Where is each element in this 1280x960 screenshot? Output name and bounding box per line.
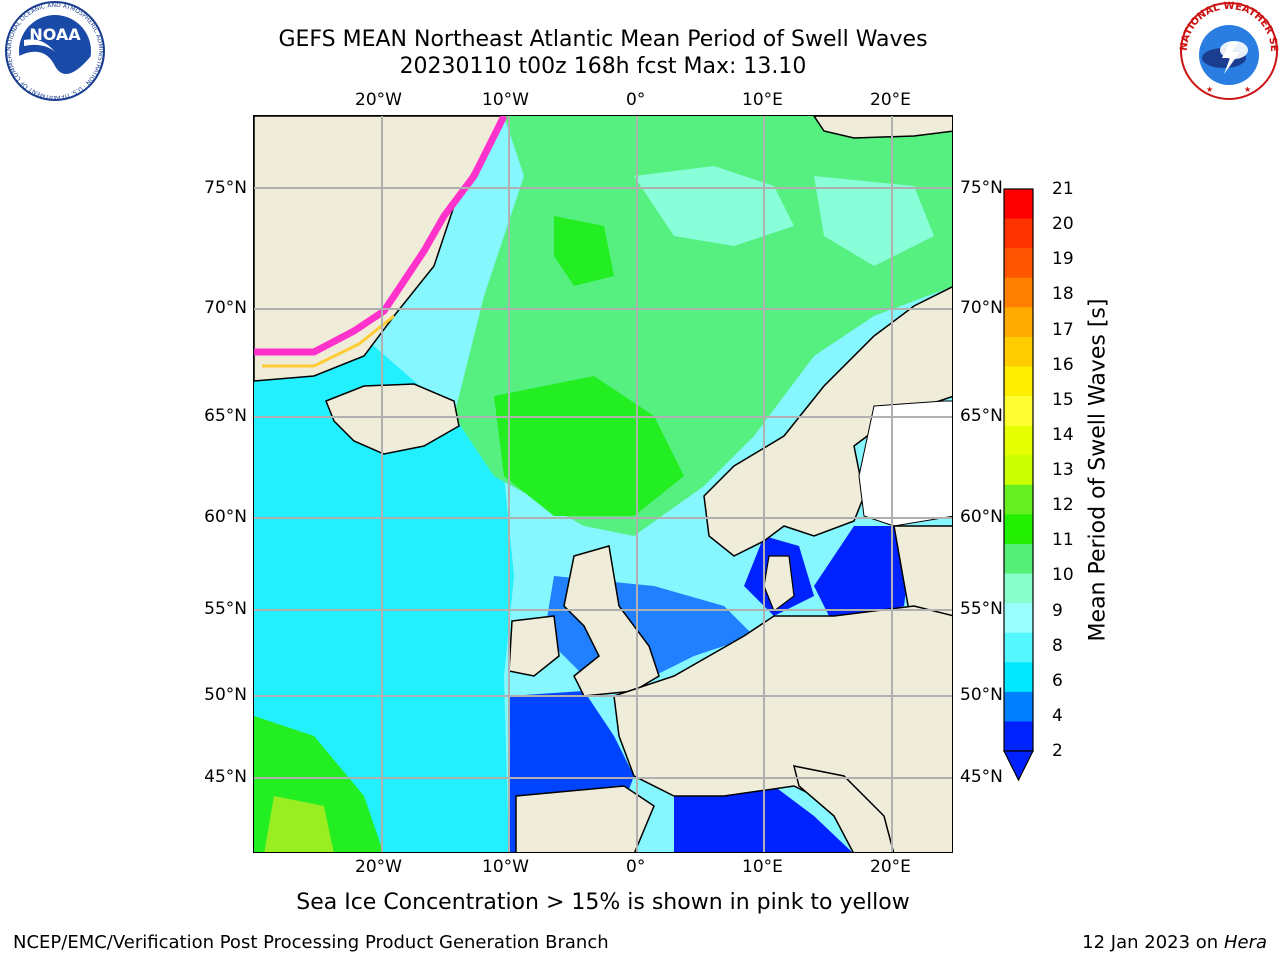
land-europe (613, 605, 952, 852)
lat-label-right: 65°N (960, 406, 1003, 426)
colorbar-tick-label: 20 (1052, 214, 1074, 235)
swell-band-2-4 (674, 786, 852, 852)
colorbar-cell (1004, 691, 1033, 722)
host-name: Hera (1223, 932, 1267, 953)
colorbar-extend-arrow (1003, 750, 1034, 782)
colorbar-tick-label: 15 (1052, 389, 1074, 410)
colorbar-tick-label: 21 (1052, 179, 1074, 199)
noaa-wordmark: NOAA (29, 25, 81, 44)
colorbar-cell (1004, 662, 1033, 693)
lon-label-bottom: 20°W (355, 857, 402, 877)
colorbar-label: Mean Period of Swell Waves [s] (1085, 298, 1111, 642)
lat-label-right: 60°N (960, 507, 1003, 527)
colorbar-tick-label: 4 (1052, 705, 1063, 726)
lat-label-left: 50°N (204, 685, 247, 705)
colorbar-tick-label: 12 (1052, 495, 1074, 516)
nws-logo: NATIONAL WEATHER SERVICE ★ ★ (1178, 0, 1279, 100)
lat-label-right: 75°N (960, 178, 1003, 198)
colorbar-tick-label: 13 (1052, 460, 1074, 480)
chart-title: GEFS MEAN Northeast Atlantic Mean Period… (278, 27, 928, 52)
graticule (254, 116, 952, 852)
sea-ice-edge (262, 314, 395, 368)
colorbar-cell (1004, 721, 1033, 752)
colorbar-tick-label: 6 (1052, 670, 1063, 691)
lon-label-top: 10°E (742, 90, 783, 110)
colorbar-cell (1004, 366, 1033, 397)
date-value: 12 Jan 2023 on (1082, 932, 1224, 953)
lon-label-top: 20°W (355, 90, 402, 110)
colorbar-cell (1004, 573, 1033, 604)
lon-label-bottom: 0° (626, 857, 646, 877)
lat-label-left: 65°N (204, 406, 247, 426)
lon-label-bottom: 10°E (742, 857, 783, 877)
colorbar-tick-label: 14 (1052, 424, 1074, 445)
colorbar-cell (1004, 603, 1033, 634)
land-svalbard (813, 116, 952, 139)
svg-text:★: ★ (1206, 85, 1213, 94)
colorbar-cell (1004, 277, 1033, 308)
colorbar-tick-label: 11 (1052, 530, 1074, 551)
lat-label-left: 70°N (204, 298, 247, 318)
noaa-logo: NATIONAL OCEANIC AND ATMOSPHERIC ADMINIS… (4, 0, 105, 101)
colorbar-cell (1004, 307, 1033, 338)
colorbar-tick-label: 19 (1052, 249, 1074, 270)
colorbar-tick-label: 16 (1052, 354, 1074, 375)
map-graphic (254, 116, 952, 852)
lon-label-top: 20°E (870, 90, 911, 110)
swell-band-8-9 (634, 166, 794, 246)
credit-text: NCEP/EMC/Verification Post Processing Pr… (13, 932, 609, 953)
colorbar-cell (1004, 484, 1033, 515)
sea-ice-edge (254, 116, 508, 356)
colorbar-cell (1004, 218, 1033, 249)
lat-label-left: 75°N (204, 178, 247, 198)
colorbar-cell (1004, 248, 1033, 279)
lon-label-bottom: 20°E (870, 857, 911, 877)
colorbar-tick-label: 8 (1052, 635, 1063, 656)
swell-band-8-9 (814, 176, 934, 266)
land-finland-baltic (893, 525, 952, 617)
lon-label-top: 0° (626, 90, 646, 110)
swell-band-10-11 (554, 216, 614, 286)
lat-label-right: 70°N (960, 298, 1003, 318)
colorbar-cell (1004, 543, 1033, 575)
lat-label-right: 55°N (960, 599, 1003, 619)
svg-text:★: ★ (1244, 85, 1251, 94)
land-iberia (515, 785, 655, 852)
lon-label-bottom: 10°W (482, 857, 529, 877)
lat-label-left: 45°N (204, 767, 247, 787)
colorbar-cell (1004, 514, 1033, 545)
swell-band-11-12 (264, 796, 334, 852)
map-panel (253, 115, 953, 853)
colorbar-cell (1004, 425, 1033, 456)
lat-label-right: 50°N (960, 685, 1003, 705)
sea-ice-note: Sea Ice Concentration > 15% is shown in … (296, 890, 910, 915)
land-italy (792, 765, 895, 852)
colorbar-cell (1004, 189, 1033, 220)
swell-band-6-8 (254, 346, 514, 852)
lat-label-left: 55°N (204, 599, 247, 619)
colorbar-cell (1004, 632, 1033, 663)
land-great-britain (563, 545, 660, 697)
gulf-of-bothnia (858, 400, 952, 527)
colorbar-tick-label: 10 (1052, 565, 1074, 586)
lat-label-right: 45°N (960, 767, 1003, 787)
colorbar (1003, 188, 1034, 782)
swell-band-2-4 (814, 526, 914, 626)
land-scandinavia (703, 286, 952, 557)
lat-label-left: 60°N (204, 507, 247, 527)
colorbar-tick-label: 17 (1052, 319, 1074, 340)
date-text: 12 Jan 2023 on Hera (1082, 932, 1267, 953)
colorbar-cell (1004, 336, 1033, 367)
colorbar-tick-label: 18 (1052, 284, 1074, 305)
colorbar-cell (1004, 396, 1033, 427)
colorbar-tick-label: 2 (1052, 741, 1063, 761)
colorbar-cell (1004, 455, 1033, 486)
lon-label-top: 10°W (482, 90, 529, 110)
colorbar-tick-label: 9 (1052, 600, 1063, 621)
chart-subtitle: 20230110 t00z 168h fcst Max: 13.10 (399, 54, 807, 79)
land-iceland (325, 383, 460, 455)
